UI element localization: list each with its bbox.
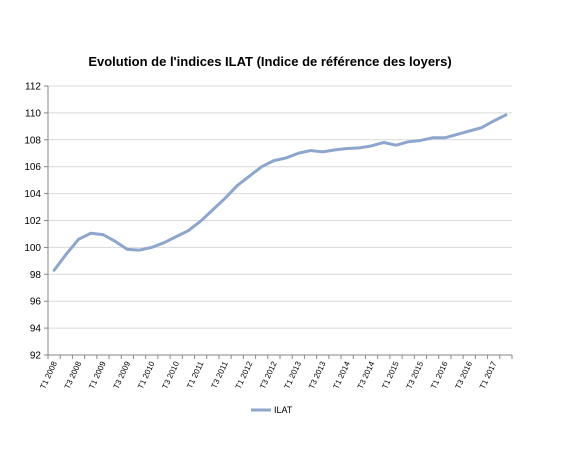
data-point [260,166,262,168]
data-point [358,147,360,149]
y-tick-label: 92 [30,351,42,362]
data-point [273,159,275,161]
data-point [444,137,446,139]
data-point [248,175,250,177]
x-axis-ticks: T1 2008 T3 2008 T1 2009 T3 2009 T1 2010 T3 20… [38,355,512,390]
y-tick-label: 100 [24,243,41,254]
gridlines [48,86,512,355]
x-tick-label: T1 2016 [429,360,450,391]
data-point [407,141,409,143]
x-tick-label: T1 2014 [331,360,352,391]
data-point [163,241,165,243]
data-point [309,149,311,151]
data-point [492,120,494,122]
data-point [480,126,482,128]
x-tick-label: T1 2011 [185,360,206,390]
data-point [346,147,348,149]
data-point [187,229,189,231]
y-tick-label: 110 [25,108,41,119]
y-tick-label: 96 [30,297,42,308]
y-tick-label: 106 [24,162,41,173]
data-point [370,145,372,147]
data-point [126,248,128,250]
data-point [224,197,226,199]
data-point [199,220,201,222]
data-point [383,141,385,143]
legend-label: ILAT [274,405,293,415]
x-tick-label: T3 2014 [356,360,377,391]
x-tick-label: T1 2008 [38,360,59,391]
y-tick-label: 94 [30,324,42,335]
y-tick-label: 104 [24,189,41,200]
data-point [102,233,104,235]
y-tick-label: 98 [30,270,42,281]
data-point [138,249,140,251]
x-tick-label: T1 2017 [478,360,499,391]
data-point [468,130,470,132]
x-tick-label: T1 2012 [234,360,255,391]
data-point [114,240,116,242]
data-point [77,238,79,240]
y-tick-label: 102 [24,216,41,227]
data-point [395,144,397,146]
data-point [285,157,287,159]
x-tick-label: T3 2011 [210,360,231,390]
x-tick-label: T3 2010 [160,360,181,391]
x-tick-label: T3 2013 [307,360,328,391]
legend: ILAT [251,405,293,415]
x-tick-label: T1 2009 [87,360,108,391]
data-point [90,232,92,234]
x-tick-label: T1 2010 [136,360,157,391]
x-tick-label: T3 2008 [63,360,84,391]
data-point [212,209,214,211]
data-point [431,137,433,139]
data-point [297,152,299,154]
x-tick-label: T3 2009 [112,360,133,391]
data-point [419,139,421,141]
x-tick-label: T3 2016 [454,360,475,391]
data-point [334,149,336,151]
chart-title: Evolution de l'indices ILAT (Indice de r… [88,54,451,69]
y-tick-label: 108 [24,135,41,146]
y-axis-ticks: 92 94 96 98 100 102 104 106 108 110 112 [24,82,41,362]
x-tick-label: T3 2012 [258,360,279,391]
x-tick-label: T1 2015 [380,360,401,391]
x-tick-label: T1 2013 [283,360,304,391]
data-point [322,151,324,153]
data-point [175,235,177,237]
data-point [65,253,67,255]
data-point [236,184,238,186]
data-point [505,114,507,116]
data-point [53,269,55,271]
data-point [151,246,153,248]
y-tick-label: 112 [25,82,41,93]
x-tick-label: T3 2015 [405,360,426,391]
data-point [456,133,458,135]
